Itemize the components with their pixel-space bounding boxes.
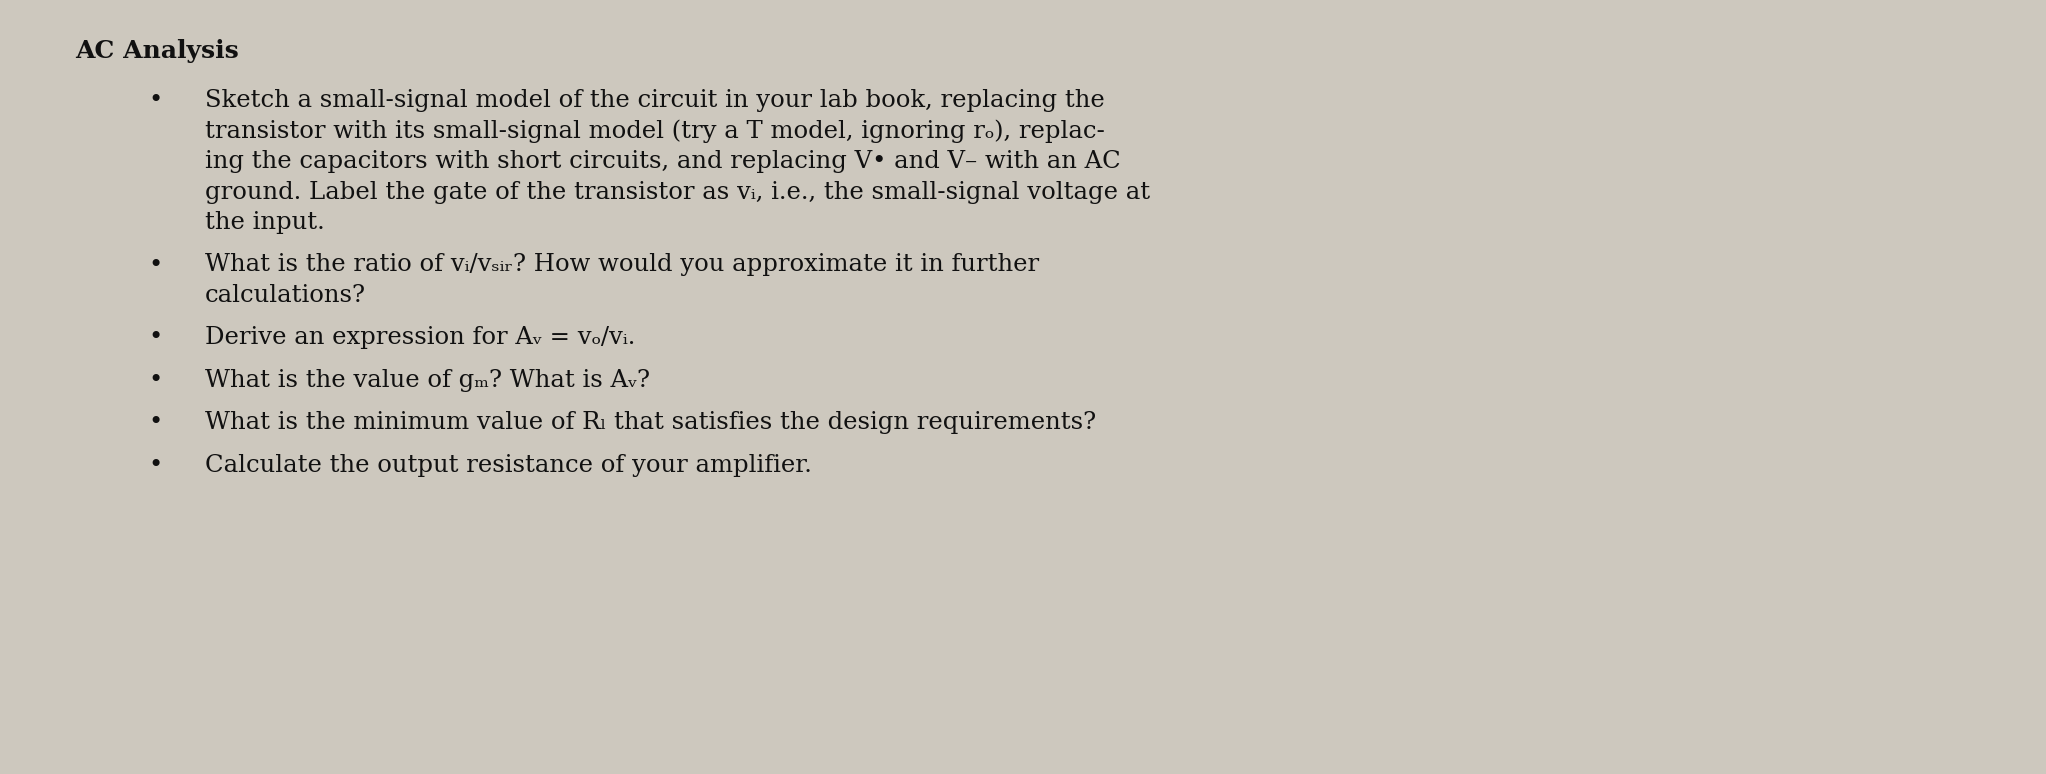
- Text: Sketch a small-signal model of the circuit in your lab book, replacing the: Sketch a small-signal model of the circu…: [205, 89, 1105, 112]
- Text: ing the capacitors with short circuits, and replacing V• and V– with an AC: ing the capacitors with short circuits, …: [205, 150, 1121, 173]
- Text: •: •: [147, 254, 162, 276]
- Text: Derive an expression for Aᵥ = vₒ/vᵢ.: Derive an expression for Aᵥ = vₒ/vᵢ.: [205, 327, 636, 350]
- Text: •: •: [147, 369, 162, 392]
- Text: Calculate the output resistance of your amplifier.: Calculate the output resistance of your …: [205, 454, 812, 477]
- Text: •: •: [147, 89, 162, 112]
- Text: •: •: [147, 412, 162, 434]
- Text: What is the ratio of vᵢ/vₛᵢᵣ? How would you approximate it in further: What is the ratio of vᵢ/vₛᵢᵣ? How would …: [205, 254, 1039, 276]
- Text: •: •: [147, 454, 162, 477]
- Text: AC Analysis: AC Analysis: [76, 39, 239, 63]
- Text: What is the value of gₘ? What is Aᵥ?: What is the value of gₘ? What is Aᵥ?: [205, 369, 651, 392]
- Text: ground. Label the gate of the transistor as vᵢ, i.e., the small-signal voltage a: ground. Label the gate of the transistor…: [205, 180, 1150, 204]
- Text: transistor with its small-signal model (try a T model, ignoring rₒ), replac-: transistor with its small-signal model (…: [205, 119, 1105, 143]
- Text: •: •: [147, 327, 162, 350]
- Text: What is the minimum value of Rₗ that satisfies the design requirements?: What is the minimum value of Rₗ that sat…: [205, 412, 1097, 434]
- Text: the input.: the input.: [205, 211, 325, 234]
- Text: calculations?: calculations?: [205, 284, 366, 307]
